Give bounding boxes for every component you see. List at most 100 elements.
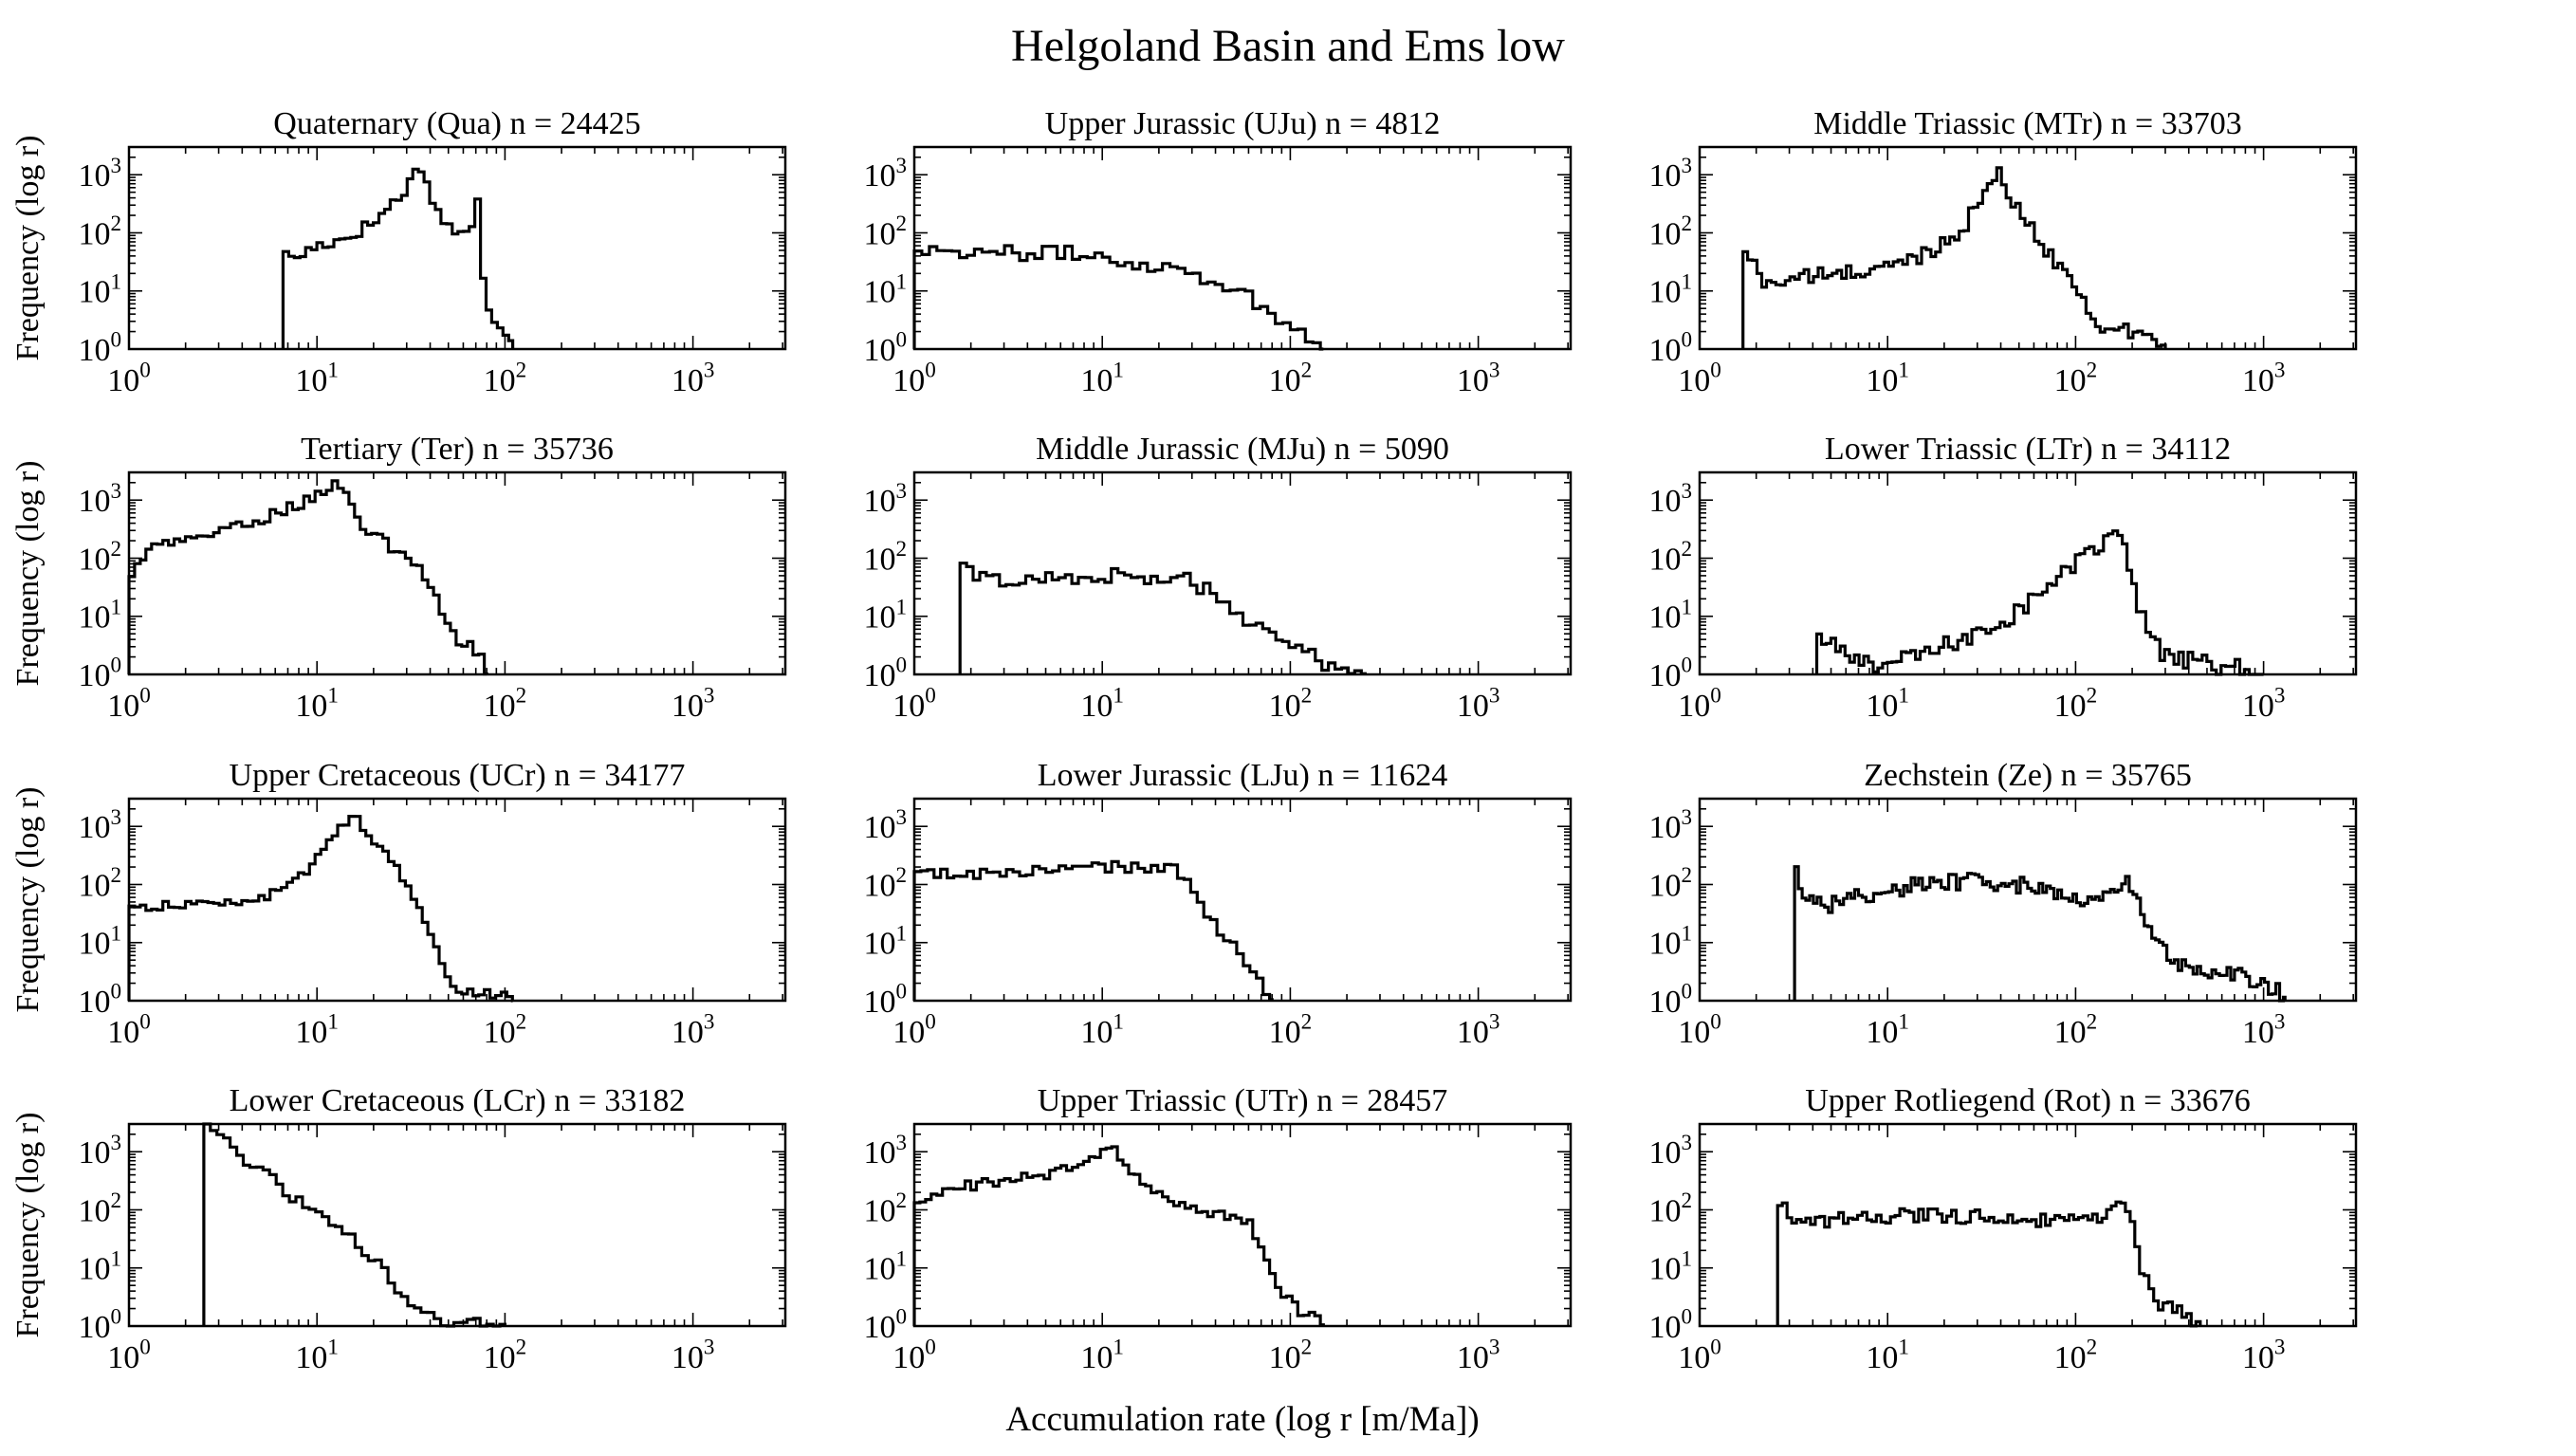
- panel-title: Middle Triassic (MTr) n = 33703: [1813, 106, 2241, 141]
- y-axis-label: Frequency (log r): [10, 461, 46, 687]
- panel-ter: Tertiary (Ter) n = 35736 100 101 102 103 100 1…: [78, 432, 787, 724]
- x-tick-label: 100: [107, 359, 151, 398]
- histogram-series: [281, 167, 515, 349]
- y-tick-label: 103: [863, 154, 907, 194]
- y-ticks: [914, 471, 1571, 675]
- y-axis-label: Frequency (log r): [10, 1113, 46, 1338]
- x-tick-label: 102: [2054, 684, 2098, 724]
- figure-title: Helgoland Basin and Ems low: [1011, 21, 1565, 71]
- histogram-series: [1741, 166, 2167, 349]
- x-tick-label: 103: [1457, 684, 1500, 724]
- panels: Quaternary (Qua) n = 24425 100 101 102 103 10…: [78, 106, 2358, 1375]
- x-ticks: [913, 799, 1569, 1001]
- axes-frame: [127, 470, 787, 676]
- x-tick-label: 100: [1678, 1010, 1721, 1050]
- y-tick-label: 101: [863, 1246, 907, 1286]
- x-tick-label: 103: [672, 1336, 715, 1375]
- y-tick-label: 101: [1648, 595, 1692, 635]
- y-ticks: [1700, 146, 2356, 350]
- x-ticks: [913, 472, 1569, 674]
- axes-frame: [1698, 797, 2358, 1003]
- y-ticks: [914, 146, 1571, 350]
- axes-frame: [1698, 145, 2358, 351]
- y-tick-label: 102: [78, 212, 121, 251]
- y-tick-label: 102: [863, 1189, 907, 1228]
- x-tick-label: 100: [892, 1010, 936, 1050]
- axes-frame: [127, 1122, 787, 1328]
- x-tick-label: 102: [2054, 1336, 2098, 1375]
- x-tick-label: 102: [484, 684, 527, 724]
- y-tick-label: 103: [78, 154, 121, 194]
- x-tick-label: 100: [1678, 359, 1721, 398]
- x-tick-label: 101: [1080, 359, 1124, 398]
- y-tick-label: 101: [78, 269, 121, 309]
- panel-title: Lower Triassic (LTr) n = 34112: [1825, 432, 2231, 467]
- y-tick-label: 102: [1648, 537, 1692, 577]
- panel-uju: Upper Jurassic (UJu) n = 4812 100 101 102 10…: [863, 106, 1573, 398]
- x-tick-label: 101: [1080, 1336, 1124, 1375]
- y-tick-label: 101: [863, 595, 907, 635]
- y-tick-label: 103: [1648, 479, 1692, 519]
- x-axis-label: Accumulation rate (log r [m/Ma]): [1005, 1400, 1479, 1439]
- y-tick-label: 100: [78, 328, 121, 368]
- y-ticks: [914, 1123, 1571, 1327]
- panel-qua: Quaternary (Qua) n = 24425 100 101 102 103 10…: [78, 106, 787, 398]
- y-tick-label: 103: [78, 1131, 121, 1170]
- y-tick-label: 102: [1648, 1189, 1692, 1228]
- panel-title: Lower Jurassic (LJu) n = 11624: [1038, 758, 1447, 793]
- panel-title: Upper Triassic (UTr) n = 28457: [1038, 1083, 1448, 1118]
- y-tick-label: 100: [863, 1305, 907, 1345]
- y-tick-label: 101: [78, 1246, 121, 1286]
- y-tick-label: 102: [863, 537, 907, 577]
- y-tick-label: 101: [78, 921, 121, 961]
- x-ticks: [128, 147, 783, 349]
- y-tick-label: 100: [1648, 980, 1692, 1020]
- panel-title: Zechstein (Ze) n = 35765: [1864, 758, 2192, 793]
- x-tick-label: 100: [892, 684, 936, 724]
- panel-lju: Lower Jurassic (LJu) n = 11624 100 101 102 1…: [863, 758, 1573, 1050]
- axes-frame: [912, 797, 1573, 1003]
- x-ticks: [1699, 799, 2354, 1001]
- y-tick-label: 103: [1648, 805, 1692, 845]
- panel-rot: Upper Rotliegend (Rot) n = 33676 100 101 10…: [1648, 1083, 2358, 1375]
- x-ticks: [1699, 1124, 2354, 1326]
- y-tick-label: 100: [863, 328, 907, 368]
- axes-frame: [1698, 470, 2358, 676]
- y-ticks: [914, 798, 1571, 1002]
- x-ticks: [128, 1124, 783, 1326]
- histogram-series: [912, 859, 1274, 1002]
- panel-ze: Zechstein (Ze) n = 35765 100 101 102 103 100 1…: [1648, 758, 2358, 1050]
- x-tick-label: 103: [1457, 1336, 1500, 1375]
- x-tick-label: 101: [295, 1010, 339, 1050]
- y-tick-label: 101: [863, 921, 907, 961]
- histogram-series: [1793, 865, 2287, 1003]
- y-tick-label: 100: [1648, 1305, 1692, 1345]
- x-tick-label: 102: [484, 359, 527, 398]
- x-tick-label: 102: [1269, 684, 1313, 724]
- x-tick-label: 103: [1457, 359, 1500, 398]
- y-tick-label: 101: [1648, 921, 1692, 961]
- y-ticks: [129, 798, 785, 1002]
- y-axis-label: Frequency (log r): [10, 136, 46, 361]
- y-tick-label: 100: [1648, 328, 1692, 368]
- x-tick-label: 103: [2242, 1336, 2286, 1375]
- x-tick-label: 101: [1866, 1336, 1909, 1375]
- y-tick-label: 103: [863, 805, 907, 845]
- y-tick-label: 100: [863, 980, 907, 1020]
- x-ticks: [913, 1124, 1569, 1326]
- panel-title: Tertiary (Ter) n = 35736: [301, 432, 614, 467]
- y-tick-label: 103: [1648, 1131, 1692, 1170]
- axes-frame: [127, 145, 787, 351]
- histogram-series: [1814, 529, 2264, 676]
- axes-frame: [912, 1122, 1573, 1328]
- axes-frame: [1698, 1122, 2358, 1328]
- y-tick-label: 102: [863, 863, 907, 903]
- x-ticks: [1699, 147, 2354, 349]
- x-tick-label: 102: [1269, 1336, 1313, 1375]
- axes-frame: [127, 797, 787, 1003]
- y-ticks: [129, 146, 785, 350]
- x-ticks: [128, 472, 783, 674]
- y-tick-label: 101: [1648, 269, 1692, 309]
- x-tick-label: 103: [672, 1010, 715, 1050]
